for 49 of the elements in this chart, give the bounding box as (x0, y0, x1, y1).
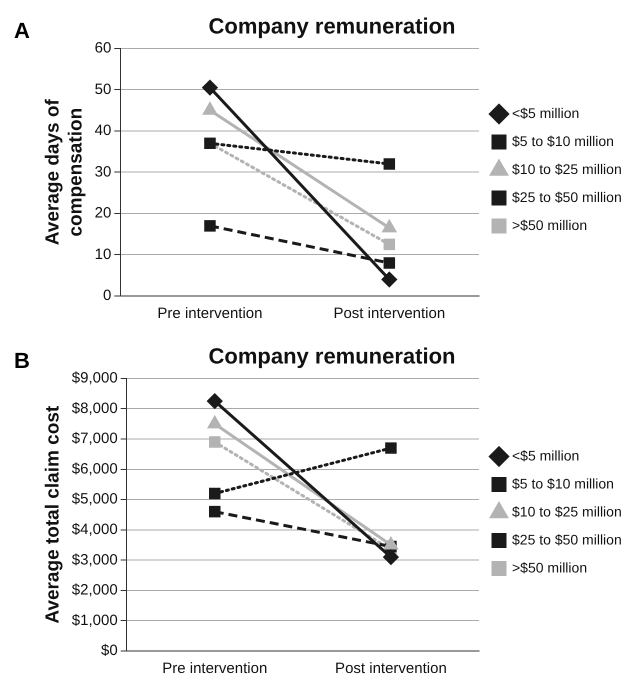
legend-label: $5 to $10 million (512, 475, 614, 492)
y-tick-label: $8,000 (72, 400, 118, 417)
point (202, 80, 218, 96)
legend-label: $25 to $50 million (512, 531, 622, 548)
point (209, 436, 220, 448)
y-tick-label: 60 (94, 40, 112, 57)
y-tick-label: $3,000 (72, 551, 118, 568)
x-tick-label: Pre intervention (162, 660, 268, 678)
y-tick-label: $7,000 (72, 430, 118, 448)
point (382, 272, 397, 287)
x-tick-label: Post intervention (335, 660, 447, 678)
legend-label: <$5 million (512, 104, 580, 121)
point (207, 394, 222, 409)
point (204, 220, 216, 232)
point (384, 257, 396, 269)
legend-label: $25 to $50 million (512, 188, 622, 205)
chart-title: Company remuneration (208, 13, 456, 38)
y-tick-label: $4,000 (72, 520, 118, 538)
x-tick-label: Pre intervention (157, 305, 262, 322)
y-tick-label: 20 (94, 204, 112, 222)
y-tick-label: $2,000 (72, 582, 118, 599)
text: B (14, 348, 30, 374)
legend-label: >$50 million (512, 559, 588, 576)
y-tick-label: 40 (94, 122, 112, 140)
y-tick-label: $5,000 (72, 490, 118, 508)
y-tick-label: $6,000 (72, 460, 118, 478)
point (383, 550, 398, 565)
legend-label: $10 to $25 million (512, 503, 622, 520)
y-tick-label: $9,000 (72, 370, 118, 387)
point (209, 488, 220, 500)
chart-title: Company remuneration (208, 343, 456, 368)
y-tick-label: 10 (94, 246, 112, 263)
y-tick-label: 0 (102, 287, 112, 304)
legend-label: >$50 million (512, 216, 588, 233)
point (384, 158, 396, 170)
point (385, 442, 397, 454)
text: A (14, 18, 30, 44)
y-axis-title: Average days of compensation (42, 98, 86, 246)
x-tick-label: Post intervention (333, 305, 446, 322)
y-tick-label: $1,000 (72, 612, 118, 629)
y-axis-title: Average total claim cost (42, 405, 64, 624)
y-tick-label: $0 (100, 642, 118, 660)
point (209, 506, 220, 518)
y-tick-label: 50 (94, 80, 112, 98)
legend-label: $5 to $10 million (512, 132, 614, 149)
point (384, 238, 396, 250)
legend-label: <$5 million (512, 447, 580, 464)
y-tick-label: 30 (94, 163, 112, 180)
legend-label: $10 to $25 million (512, 160, 622, 177)
